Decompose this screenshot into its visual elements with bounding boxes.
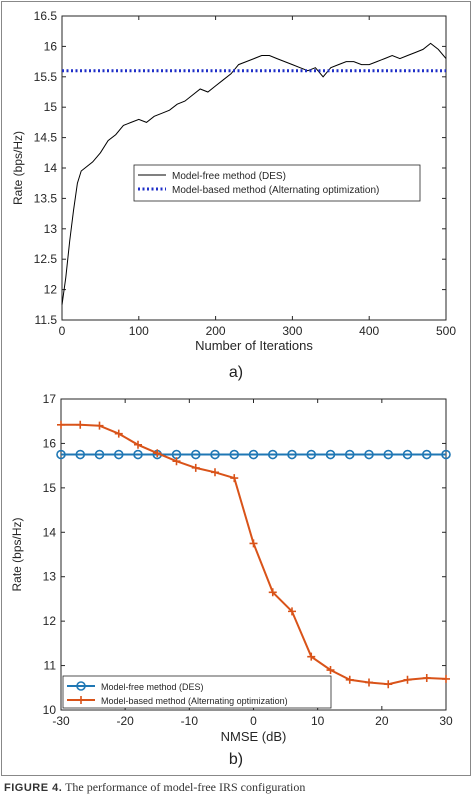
caption-text: The performance of model-free IRS config… — [62, 780, 306, 794]
y-tick-label: 12 — [43, 614, 57, 628]
data-point-circle — [56, 449, 66, 460]
data-point-circle — [75, 449, 86, 460]
x-tick-label: 0 — [59, 324, 66, 338]
y-tick-label: 13 — [43, 570, 57, 584]
legend-entry-2: Model-based method (Alternating optimiza… — [172, 185, 379, 196]
y-tick-label: 11.5 — [35, 313, 58, 327]
series-line-1 — [61, 42, 447, 305]
y-tick-label: 14.5 — [34, 131, 58, 145]
data-point-circle — [229, 449, 240, 460]
data-point-plus — [403, 675, 412, 684]
x-tick-label: -10 — [181, 714, 199, 728]
x-tick-label: 400 — [359, 324, 379, 338]
data-point-circle — [267, 449, 278, 460]
caption-label: FIGURE 4. — [4, 782, 63, 794]
y-tick-label: 12.5 — [34, 252, 58, 266]
plot-area — [60, 398, 447, 711]
y-tick-label: 16 — [44, 39, 58, 53]
x-tick-label: 200 — [206, 324, 226, 338]
data-point-circle — [306, 449, 317, 460]
data-point-plus — [211, 468, 219, 477]
legend-box — [133, 164, 421, 202]
data-point-plus — [365, 678, 373, 687]
y-tick-label: 16.5 — [34, 9, 58, 23]
x-tick-label: 10 — [311, 714, 325, 728]
data-point-circle — [383, 449, 394, 460]
panel-label: a) — [229, 364, 243, 381]
data-point-plus — [172, 457, 181, 466]
legend-box — [62, 675, 332, 709]
data-point-circle — [210, 449, 220, 460]
data-point-plus — [442, 674, 450, 683]
y-tick-label: 14 — [44, 161, 58, 175]
chart-panel-b: -30 -20 -10 0 10 20 30 10 11 12 13 14 15 16 17 NMSE (dB… — [10, 392, 453, 768]
y-tick-label: 13 — [44, 222, 58, 236]
data-point-plus — [288, 607, 296, 616]
data-point-circle — [325, 449, 336, 460]
data-point-plus — [153, 449, 162, 458]
data-point-circle — [441, 449, 451, 460]
x-tick-label: -20 — [116, 714, 134, 728]
data-point-circle — [287, 449, 297, 460]
y-tick-label: 15 — [44, 100, 58, 114]
x-tick-label: 500 — [436, 324, 456, 338]
data-point-circle — [344, 449, 355, 460]
y-tick-label: 16 — [43, 436, 57, 450]
y-tick-label: 10 — [43, 703, 57, 717]
y-tick-label: 13.5 — [34, 191, 58, 205]
data-point-plus — [268, 588, 277, 597]
data-point-circle — [113, 449, 124, 460]
data-point-circle — [190, 449, 201, 460]
data-point-plus — [95, 421, 104, 430]
y-axis-label: Rate (bps/Hz) — [10, 517, 24, 591]
x-tick-label: 30 — [439, 714, 453, 728]
legend-entry-2: Model-based method (Alternating optimiza… — [101, 696, 288, 706]
data-point-plus — [76, 420, 85, 429]
data-point-plus — [57, 420, 65, 429]
data-point-plus — [384, 680, 393, 689]
data-point-plus — [307, 652, 316, 661]
x-tick-label: -30 — [52, 714, 70, 728]
x-axis-label: Number of Iterations — [195, 338, 313, 353]
data-point-circle — [94, 449, 105, 460]
legend-entry-1: Model-free method (DES) — [101, 682, 204, 692]
x-tick-label: 20 — [375, 714, 389, 728]
x-tick-label: 0 — [250, 714, 257, 728]
figure-caption: FIGURE 4. The performance of model-free … — [4, 780, 305, 795]
panel-label: b) — [229, 751, 243, 768]
data-point-plus — [114, 429, 123, 438]
x-tick-label: 300 — [282, 324, 302, 338]
data-point-plus — [326, 666, 335, 675]
data-point-circle — [248, 449, 259, 460]
y-axis-label: Rate (bps/Hz) — [11, 131, 25, 205]
y-tick-label: 11 — [44, 659, 57, 673]
data-point-plus — [134, 440, 142, 449]
data-point-circle — [421, 449, 432, 460]
x-axis-label: NMSE (dB) — [221, 729, 287, 744]
data-point-plus — [345, 675, 354, 684]
y-tick-label: 15 — [43, 481, 57, 495]
figure-frame — [1, 1, 471, 776]
data-point-plus — [191, 463, 200, 472]
data-point-plus — [422, 674, 431, 683]
y-tick-label: 15.5 — [34, 70, 58, 84]
y-tick-label: 17 — [43, 392, 57, 406]
x-tick-label: 100 — [129, 324, 149, 338]
data-point-circle — [402, 449, 413, 460]
y-tick-label: 12 — [44, 283, 58, 297]
legend-marker-circle — [76, 681, 86, 691]
data-point-circle — [133, 449, 143, 460]
legend-marker-plus — [77, 696, 85, 704]
y-tick-label: 14 — [43, 525, 57, 539]
chart-panel-a: 0 100 200 300 400 500 11.5 12 12.5 13 13.5 14 14.5 15… — [11, 9, 456, 381]
legend-entry-1: Model-free method (DES) — [172, 171, 286, 182]
data-point-circle — [364, 449, 374, 460]
data-point-plus — [230, 474, 239, 483]
data-point-plus — [249, 539, 258, 548]
